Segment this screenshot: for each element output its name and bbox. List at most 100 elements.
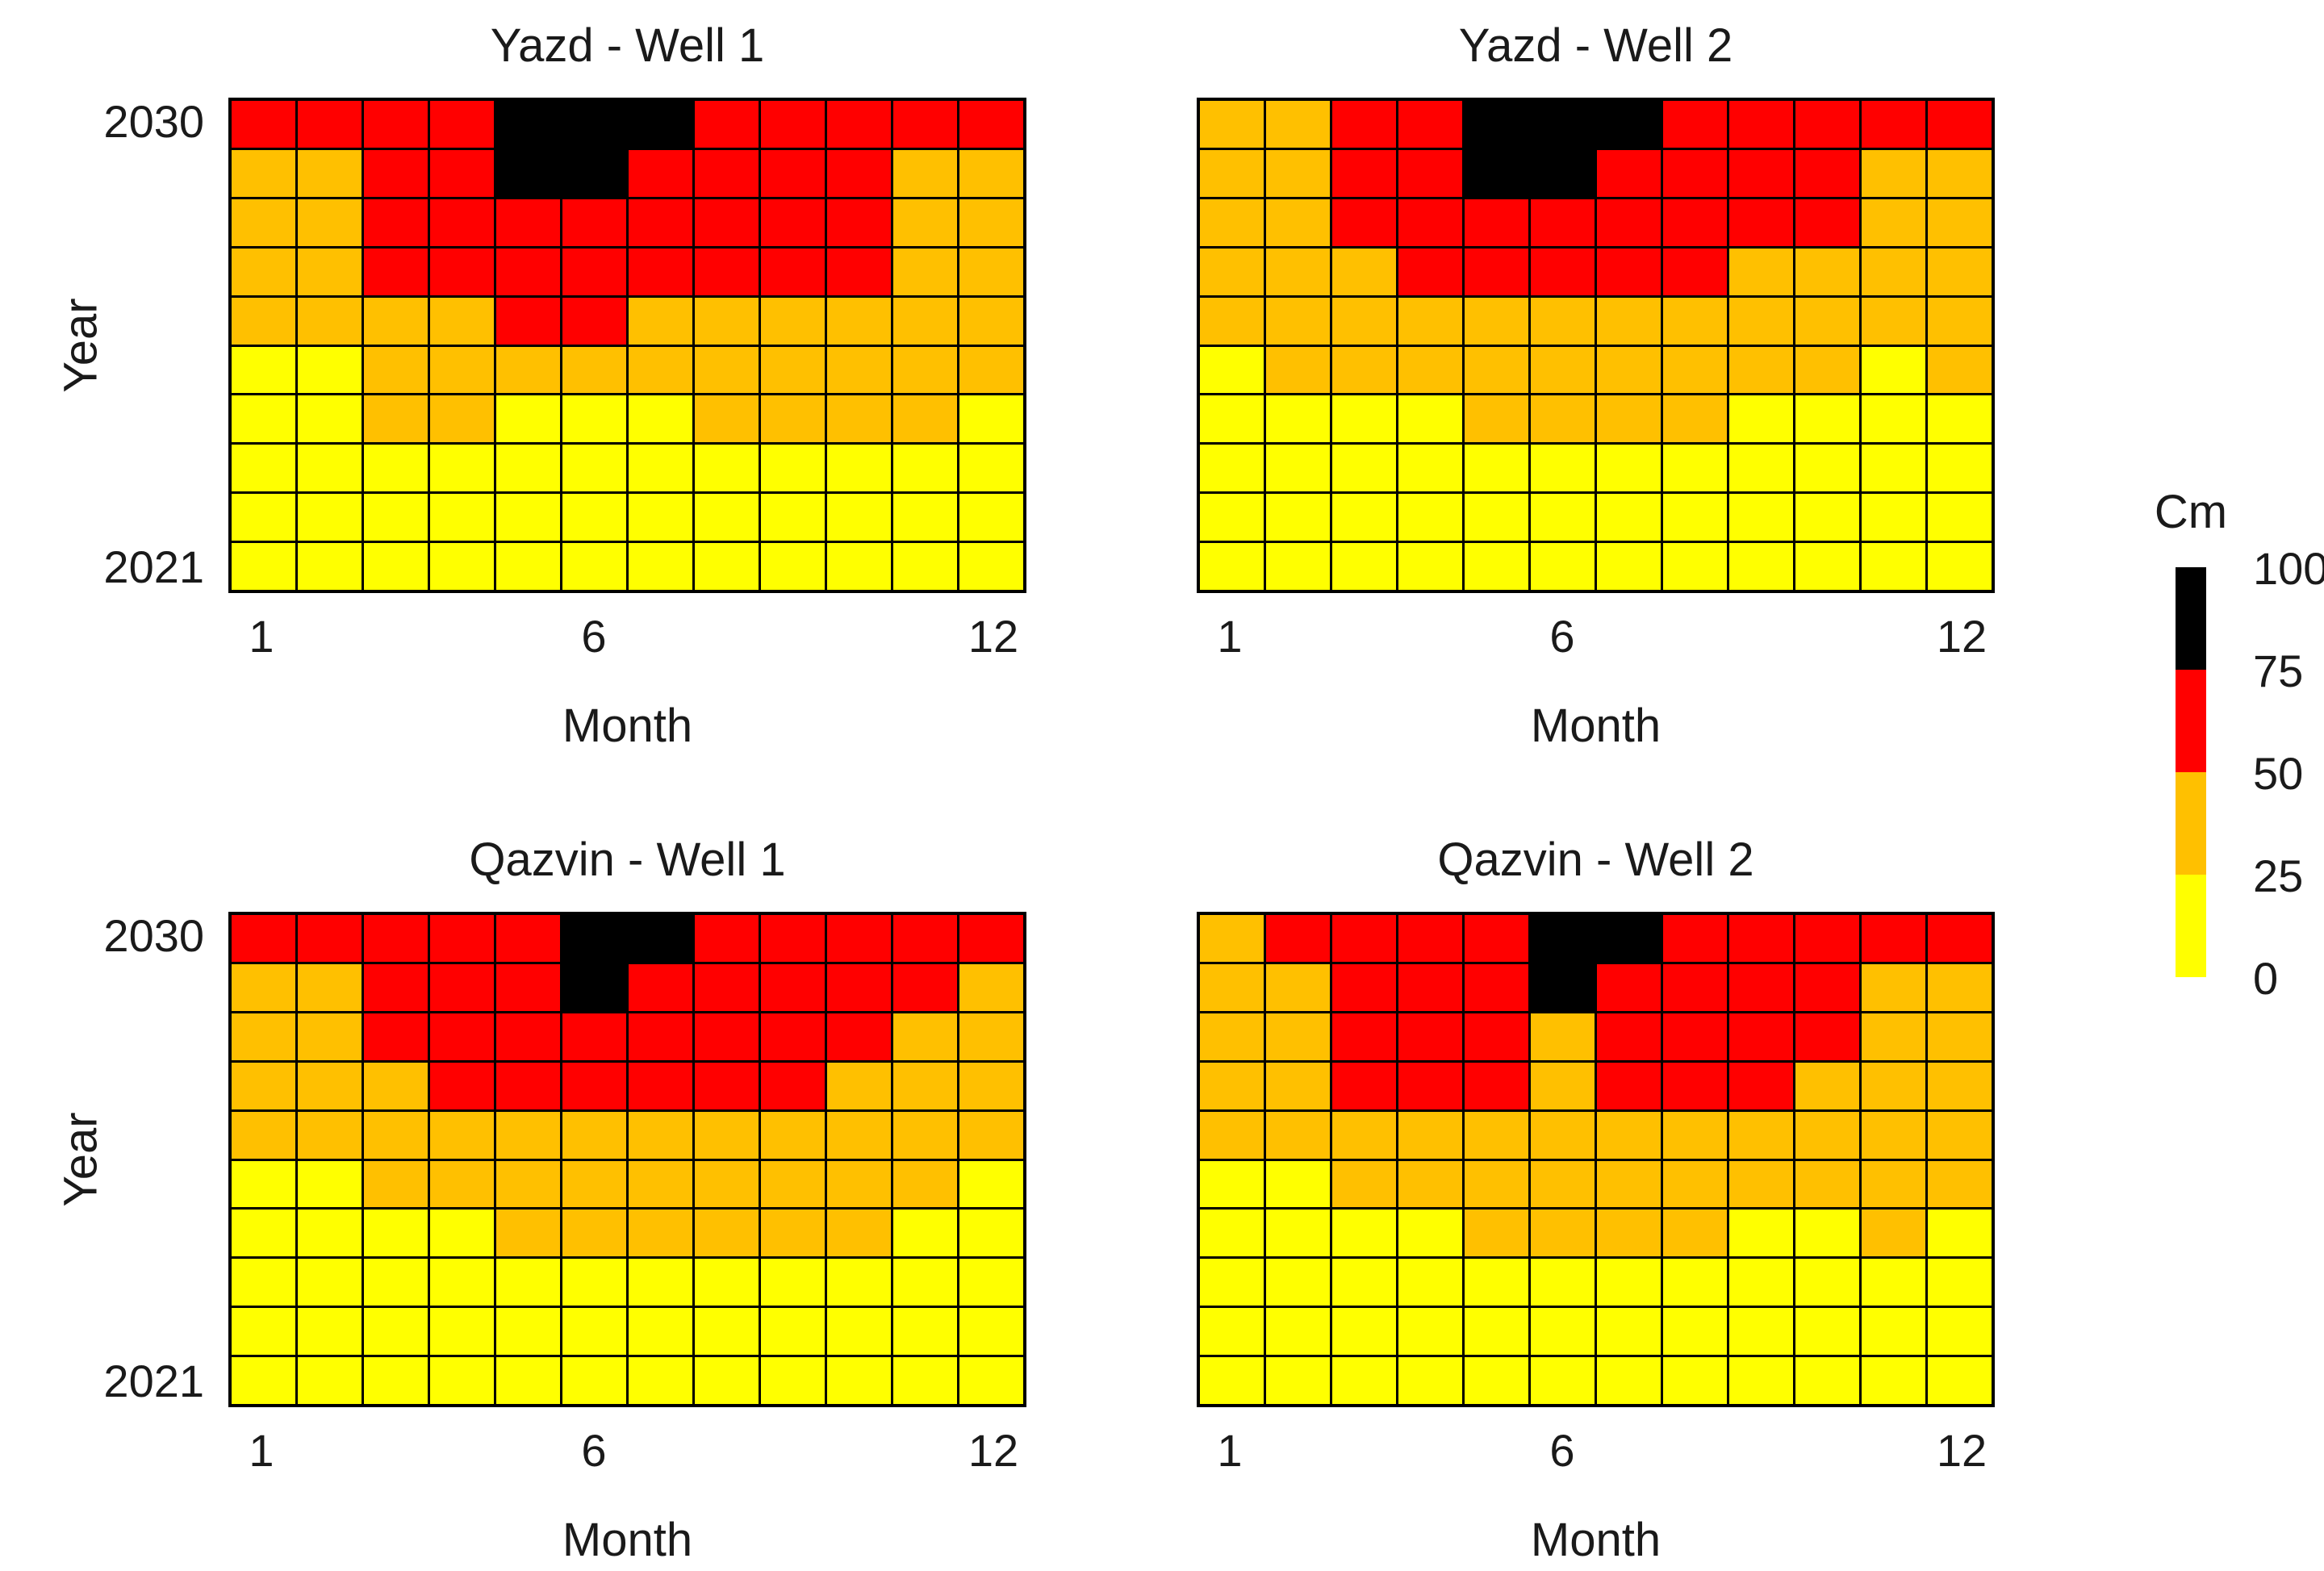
heatmap-cell xyxy=(1266,248,1330,295)
heatmap-cell xyxy=(1795,101,1859,148)
heatmap-cell xyxy=(1663,1259,1727,1306)
heatmap-cell xyxy=(1597,297,1661,345)
heatmap-cell xyxy=(1332,1308,1396,1356)
heatmap-cell xyxy=(1729,445,1793,492)
heatmap-cell xyxy=(1531,1013,1595,1060)
heatmap-cell xyxy=(959,543,1023,590)
panel-title: Yazd - Well 1 xyxy=(490,19,765,72)
heatmap-cell xyxy=(1928,101,1992,148)
heatmap-cell xyxy=(298,543,362,590)
heatmap-cell xyxy=(1332,494,1396,541)
heatmap-cell xyxy=(1332,1111,1396,1159)
heatmap-cell xyxy=(893,1160,957,1208)
heatmap-cell xyxy=(1398,1308,1462,1356)
heatmap-cell xyxy=(562,297,626,345)
heatmap-cell xyxy=(1862,1160,1925,1208)
heatmap-cell xyxy=(1332,543,1396,590)
heatmap-cell xyxy=(496,1062,560,1109)
heatmap-cell xyxy=(1862,1013,1925,1060)
heatmap-cell xyxy=(1795,149,1859,197)
heatmap-cell xyxy=(496,543,560,590)
heatmap-cell xyxy=(695,1259,759,1306)
heatmap-cell xyxy=(232,149,295,197)
heatmap-cell xyxy=(1597,1308,1661,1356)
heatmap-cell xyxy=(232,1308,295,1356)
heatmap-cell xyxy=(232,248,295,295)
heatmap-cell xyxy=(1531,1062,1595,1109)
heatmap-cell xyxy=(496,1357,560,1404)
heatmap-cell xyxy=(695,915,759,962)
heatmap-cell xyxy=(827,915,891,962)
heatmap-cell xyxy=(893,1259,957,1306)
heatmap-cell xyxy=(695,963,759,1011)
heatmap-cell xyxy=(1729,101,1793,148)
heatmap-cell xyxy=(761,543,825,590)
heatmap-cell xyxy=(364,346,428,394)
heatmap-cell xyxy=(1862,248,1925,295)
heatmap-cell xyxy=(959,494,1023,541)
heatmap-cell xyxy=(827,963,891,1011)
heatmap-cell xyxy=(1465,149,1528,197)
heatmap-cell xyxy=(496,1259,560,1306)
heatmap-cell xyxy=(629,1308,692,1356)
heatmap-cell xyxy=(629,1210,692,1257)
heatmap-cell xyxy=(761,1210,825,1257)
heatmap-cell xyxy=(1398,445,1462,492)
heatmap-cell xyxy=(430,1210,494,1257)
heatmap-cell xyxy=(1266,395,1330,443)
heatmap-cell xyxy=(364,915,428,962)
heatmap-cell xyxy=(695,101,759,148)
heatmap-cell xyxy=(1398,963,1462,1011)
heatmap-cell xyxy=(1531,1160,1595,1208)
heatmap-cell xyxy=(1398,101,1462,148)
heatmap-cell xyxy=(629,1357,692,1404)
heatmap-cell xyxy=(1663,445,1727,492)
heatmap-cell xyxy=(761,346,825,394)
heatmap-cell xyxy=(761,149,825,197)
legend-segment-yellow xyxy=(2176,875,2206,977)
heatmap-cell xyxy=(695,395,759,443)
heatmap-cell xyxy=(827,1259,891,1306)
heatmap-cell xyxy=(827,1210,891,1257)
heatmap-cell xyxy=(959,198,1023,246)
heatmap-cell xyxy=(1928,1308,1992,1356)
heatmap-cell xyxy=(232,543,295,590)
heatmap-cell xyxy=(827,1013,891,1060)
heatmap-cell xyxy=(695,248,759,295)
heatmap-cell xyxy=(893,149,957,197)
heatmap-cell xyxy=(959,1160,1023,1208)
heatmap-cell xyxy=(1663,1013,1727,1060)
heatmap-cell xyxy=(761,1013,825,1060)
panel-title: Qazvin - Well 2 xyxy=(1437,834,1754,886)
heatmap-cell xyxy=(1795,1160,1859,1208)
heatmap-cell xyxy=(430,346,494,394)
heatmap-cell xyxy=(629,1259,692,1306)
heatmap-cell xyxy=(1266,915,1330,962)
heatmap-cell xyxy=(1862,494,1925,541)
heatmap-cell xyxy=(893,248,957,295)
heatmap-cell xyxy=(364,1013,428,1060)
heatmap-cell xyxy=(232,395,295,443)
heatmap-cell xyxy=(1465,445,1528,492)
heatmap-cell xyxy=(827,1308,891,1356)
heatmap-cell xyxy=(496,297,560,345)
heatmap-cell xyxy=(1795,1013,1859,1060)
heatmap-cell xyxy=(959,1111,1023,1159)
heatmap-cell xyxy=(959,1259,1023,1306)
x-tick-1: 1 xyxy=(249,611,274,662)
heatmap-cell xyxy=(496,101,560,148)
heatmap-cell xyxy=(827,1111,891,1159)
heatmap-cell xyxy=(1729,1062,1793,1109)
heatmap-cell xyxy=(1795,346,1859,394)
heatmap-cell xyxy=(827,494,891,541)
y-tick-2030: 2030 xyxy=(103,910,204,961)
heatmap-cell xyxy=(1729,494,1793,541)
heatmap-cell xyxy=(629,543,692,590)
heatmap-cell xyxy=(1928,1357,1992,1404)
heatmap-cell xyxy=(695,1308,759,1356)
heatmap-cell xyxy=(562,1111,626,1159)
heatmap-cell xyxy=(1398,149,1462,197)
heatmap-cell xyxy=(1663,1160,1727,1208)
heatmap-cell xyxy=(761,1308,825,1356)
